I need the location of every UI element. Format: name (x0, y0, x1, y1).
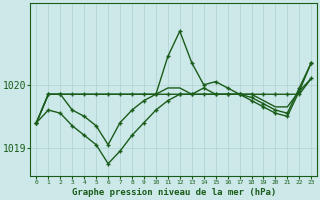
X-axis label: Graphe pression niveau de la mer (hPa): Graphe pression niveau de la mer (hPa) (72, 188, 276, 197)
